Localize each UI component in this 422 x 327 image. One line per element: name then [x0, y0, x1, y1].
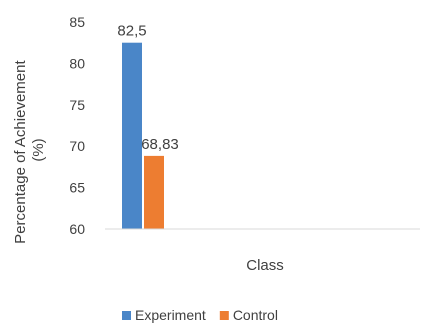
- y-axis-title-line-1: Percentage of Achievement: [12, 60, 29, 244]
- bar-experiment: [122, 42, 142, 230]
- y-tick-label: 65: [69, 180, 85, 196]
- y-tick-label: 60: [69, 221, 85, 237]
- data-label-control: 68,83: [141, 136, 179, 153]
- legend-label-control: Control: [233, 307, 278, 323]
- y-tick-label: 75: [69, 97, 85, 113]
- y-tick-label: 85: [69, 14, 85, 30]
- legend: Experiment Control: [122, 307, 278, 323]
- bar-control: [144, 155, 164, 229]
- legend-swatch-experiment: [122, 311, 131, 320]
- y-axis-title-line-2: (%): [30, 138, 47, 161]
- legend-swatch-control: [219, 311, 229, 320]
- x-axis-title: Class: [246, 257, 284, 274]
- data-labels: 82,5 68,83: [117, 23, 178, 153]
- y-tick-label: 80: [69, 55, 85, 71]
- bars: [122, 42, 164, 230]
- legend-label-experiment: Experiment: [135, 307, 206, 323]
- data-label-experiment: 82,5: [117, 23, 146, 40]
- y-tick-label: 70: [69, 138, 85, 154]
- y-axis-ticks: 60 65 70 75 80 85: [69, 14, 85, 237]
- y-axis-title: Percentage of Achievement (%): [12, 56, 47, 244]
